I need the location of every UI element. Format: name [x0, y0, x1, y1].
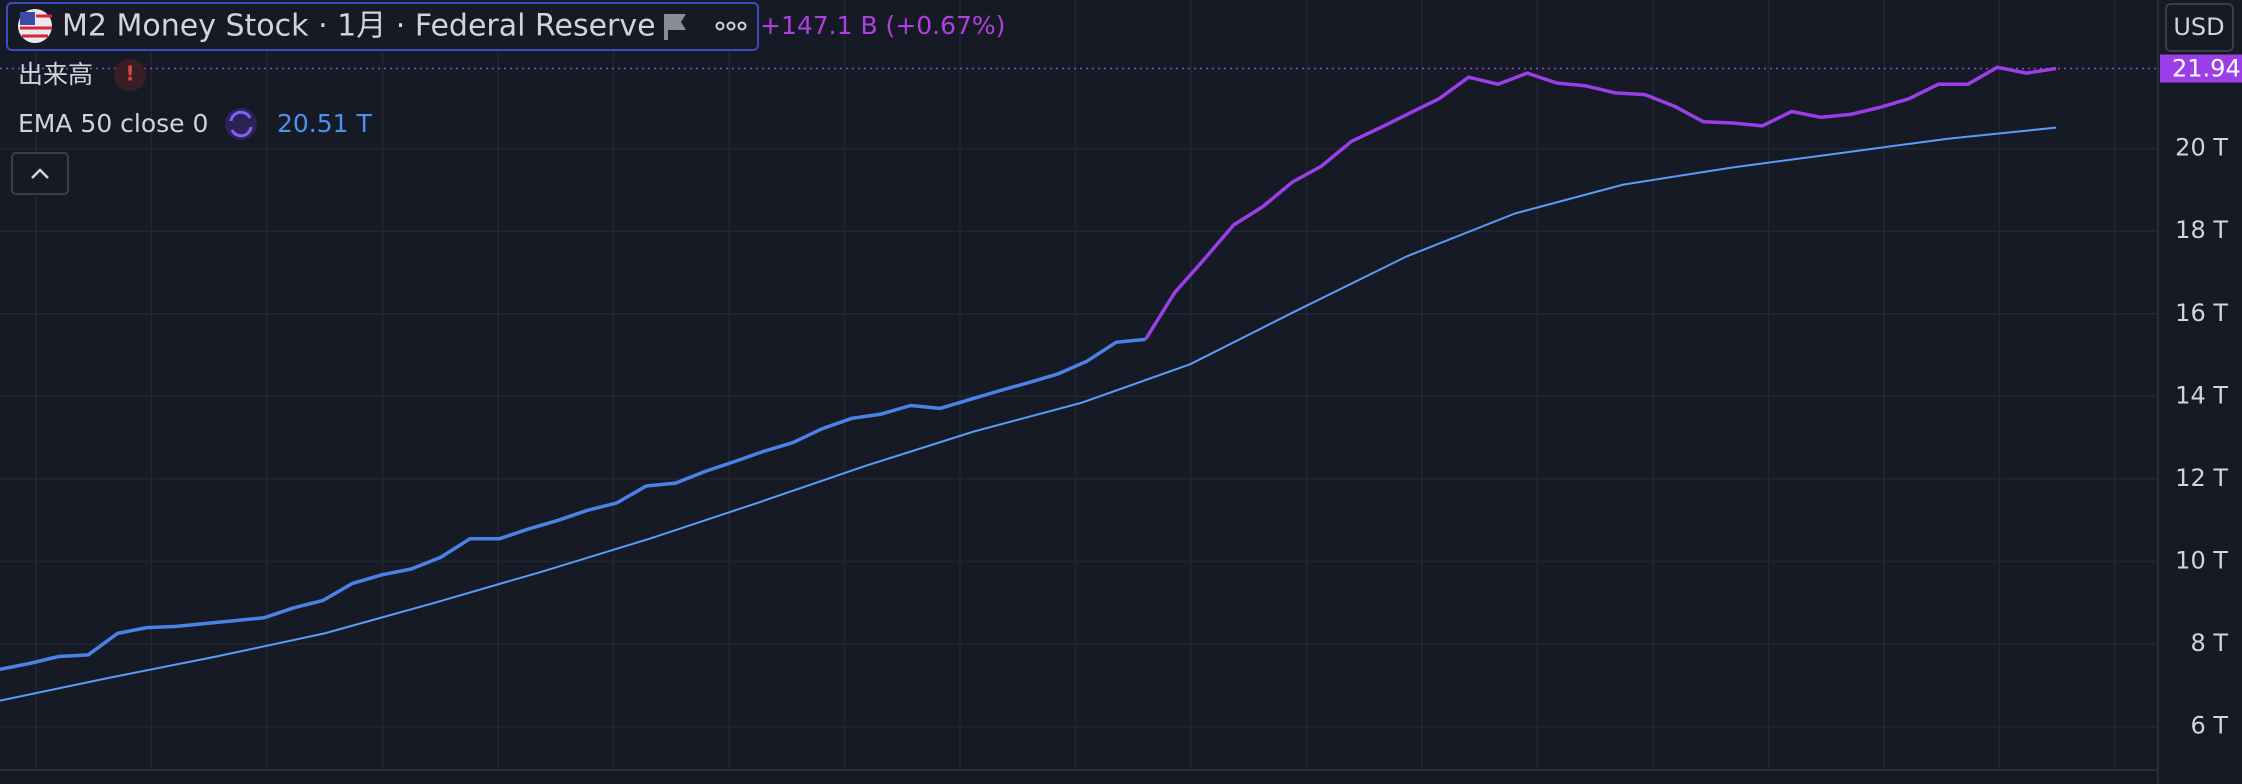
indicator-value: 20.51 T	[277, 109, 373, 138]
flag-button[interactable]	[664, 14, 686, 40]
y-tick-label: 6 T	[2190, 712, 2228, 740]
y-tick-label: 16 T	[2175, 299, 2228, 327]
refresh-icon	[229, 110, 253, 138]
y-tick-label: 18 T	[2175, 216, 2228, 244]
last-value-label: 21.94	[2172, 55, 2241, 83]
y-tick-label: 14 T	[2175, 381, 2228, 409]
y-axis: 6 T 8 T 10 T 12 T 14 T 16 T 18 T 20 T 21.94	[2160, 54, 2242, 740]
collapse-button	[31, 168, 49, 179]
y-tick-label: 12 T	[2175, 464, 2228, 492]
change-label: +147.1 B (+0.67%)	[760, 11, 1005, 40]
y-tick-label: 20 T	[2175, 134, 2228, 162]
line	[0, 126, 2057, 702]
collapse-button[interactable]	[11, 152, 69, 195]
currency-label: USD	[2173, 13, 2224, 41]
more-button[interactable]	[715, 21, 747, 31]
line	[1144, 65, 2057, 341]
symbol-box[interactable]	[6, 2, 759, 51]
flag-icon	[20, 12, 35, 25]
last-value-tag	[2160, 54, 2242, 83]
y-tick-label: 10 T	[2175, 547, 2228, 575]
y-tick-label: 8 T	[2190, 629, 2228, 657]
line	[0, 337, 1146, 672]
warning-icon[interactable]	[114, 59, 146, 91]
plot	[0, 65, 2158, 702]
grid	[0, 0, 2158, 770]
warning-icon: !	[125, 62, 134, 86]
indicator-label: EMA 50 close 0	[18, 109, 208, 138]
currency-button[interactable]	[2165, 3, 2234, 52]
chart-title: M2 Money Stock · 1月 · Federal Reserve	[62, 9, 656, 44]
volume-label: 出来高	[18, 60, 93, 89]
